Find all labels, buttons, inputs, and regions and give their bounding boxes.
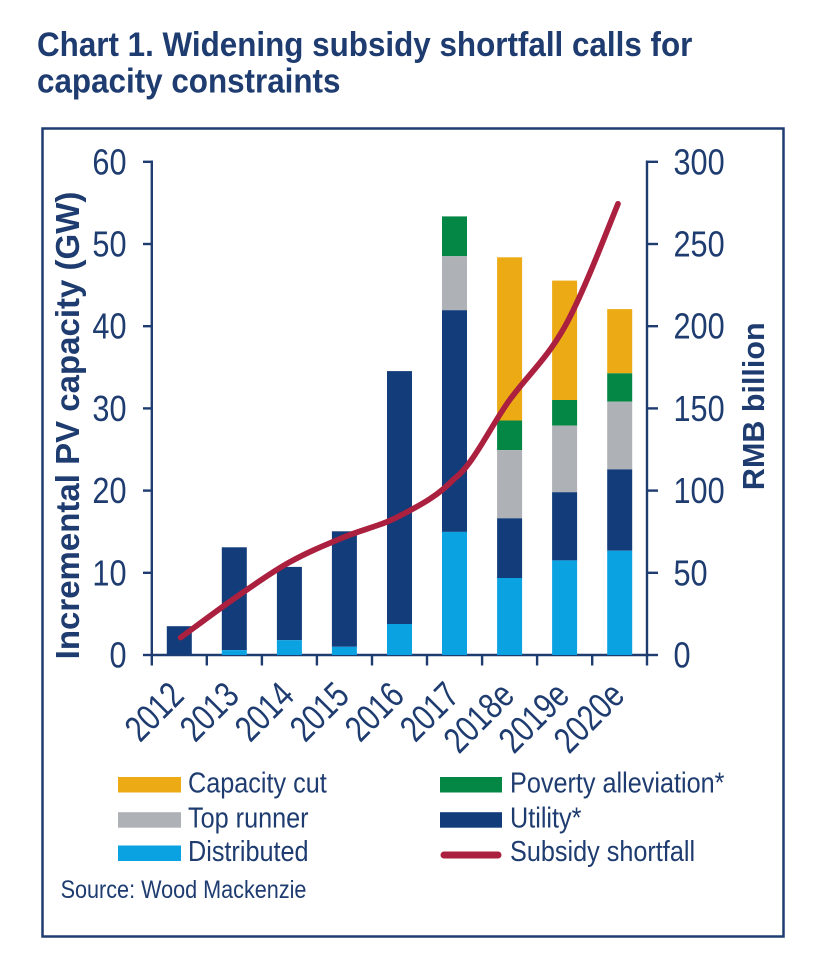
svg-text:Top runner: Top runner <box>188 801 309 834</box>
svg-text:60: 60 <box>92 142 126 183</box>
svg-text:50: 50 <box>674 553 708 594</box>
svg-text:Chart 1. Widening subsidy shor: Chart 1. Widening subsidy shortfall call… <box>37 25 692 64</box>
svg-text:300: 300 <box>674 142 725 183</box>
svg-text:50: 50 <box>92 224 126 265</box>
svg-text:30: 30 <box>92 388 126 429</box>
svg-text:0: 0 <box>674 635 691 676</box>
svg-text:Distributed: Distributed <box>188 834 309 867</box>
svg-text:250: 250 <box>674 224 725 265</box>
svg-text:Poverty alleviation*: Poverty alleviation* <box>510 766 725 799</box>
svg-text:100: 100 <box>674 471 725 512</box>
svg-text:200: 200 <box>674 306 725 347</box>
svg-text:capacity constraints: capacity constraints <box>37 61 340 100</box>
svg-text:Source: Wood Mackenzie: Source: Wood Mackenzie <box>61 876 307 904</box>
svg-text:40: 40 <box>92 306 126 347</box>
svg-text:Utility*: Utility* <box>510 801 582 834</box>
svg-text:Incremental PV capacity (GW): Incremental PV capacity (GW) <box>49 192 86 660</box>
svg-text:Subsidy shortfall: Subsidy shortfall <box>510 834 695 867</box>
svg-text:Capacity cut: Capacity cut <box>188 766 327 799</box>
svg-text:150: 150 <box>674 388 725 429</box>
svg-text:10: 10 <box>92 553 126 594</box>
svg-text:RMB billion: RMB billion <box>737 322 771 490</box>
svg-text:20: 20 <box>92 471 126 512</box>
svg-text:0: 0 <box>109 635 126 676</box>
